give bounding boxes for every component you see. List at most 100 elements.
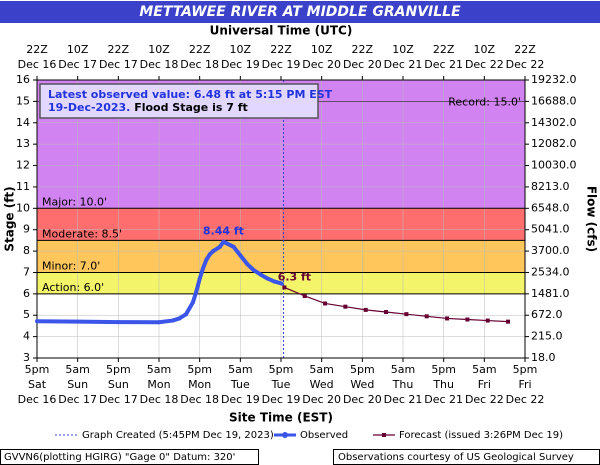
legend-label: Forecast (issued 3:26PM Dec 19) <box>399 430 563 441</box>
point <box>282 285 287 290</box>
y2-tick-label: 8213.0 <box>531 180 570 193</box>
x2-tick-label: 10Z <box>311 43 333 56</box>
point <box>231 244 236 249</box>
x-tick-label: Dec 19 <box>221 393 260 406</box>
x-tick-label: Sat <box>28 378 47 391</box>
x-tick-label: Dec 17 <box>99 393 138 406</box>
x2-tick-label: Dec 20 <box>302 58 341 71</box>
x-tick-label: 5pm <box>187 363 212 376</box>
x2-tick-label: 10Z <box>474 43 496 56</box>
info-line: Latest observed value: 6.48 ft at 5:15 P… <box>48 88 333 101</box>
x-tick-label: 5pm <box>513 363 538 376</box>
y2-tick-label: 10030.0 <box>531 159 577 172</box>
x2-tick-label: Dec 21 <box>424 58 463 71</box>
point <box>170 318 175 323</box>
x2-tick-label: 22Z <box>433 43 455 56</box>
point <box>190 300 195 305</box>
x-tick-label: 5am <box>65 363 89 376</box>
x2-tick-label: 10Z <box>230 43 252 56</box>
point <box>204 257 209 262</box>
y2-tick-label: 215.0 <box>531 330 563 343</box>
flood-label: Action: 6.0' <box>42 281 104 294</box>
y2-tick-label: 14302.0 <box>531 116 577 129</box>
point <box>211 249 216 254</box>
legend-marker <box>382 433 386 437</box>
legend-label: Graph Created (5:45PM Dec 19, 2023) <box>82 430 274 441</box>
y2-tick-label: 672.0 <box>531 308 563 321</box>
x2-tick-label: 10Z <box>148 43 170 56</box>
x2-tick-label: Dec 20 <box>343 58 382 71</box>
y-axis-title: Stage (ft) <box>3 186 17 251</box>
point <box>465 317 470 322</box>
x-tick-label: Wed <box>310 378 334 391</box>
y-tick-label: 4 <box>23 330 30 343</box>
point <box>218 244 222 249</box>
y2-tick-label: 16688.0 <box>531 94 577 107</box>
y-tick-label: 7 <box>23 265 30 278</box>
title-bar <box>0 1 600 23</box>
info-flood-stage: Flood Stage is 7 ft <box>134 101 248 114</box>
x2-tick-label: 22Z <box>352 43 374 56</box>
y-tick-label: 10 <box>16 201 30 214</box>
point <box>272 279 277 284</box>
x-tick-label: Wed <box>350 378 374 391</box>
legend-marker <box>282 432 288 438</box>
x-tick-label: Dec 22 <box>465 393 504 406</box>
x-tick-label: 5am <box>147 363 171 376</box>
y-tick-label: 11 <box>16 180 30 193</box>
x2-tick-label: 22Z <box>514 43 536 56</box>
footer-text: Observations courtesy of US Geological S… <box>338 452 574 463</box>
point <box>157 320 161 325</box>
info-line: 19-Dec-2023. Flood Stage is 7 ft <box>48 101 248 114</box>
point <box>445 316 450 321</box>
x-tick-label: Dec 17 <box>58 393 97 406</box>
x-tick-label: Dec 18 <box>180 393 219 406</box>
record-label: Record: 15.0' <box>448 95 521 108</box>
value-label: 6.3 ft <box>278 270 311 283</box>
point <box>265 276 270 281</box>
top-axis-title: Universal Time (UTC) <box>210 24 353 38</box>
x-tick-label: 5pm <box>25 363 50 376</box>
x-tick-label: 5pm <box>350 363 375 376</box>
flood-label: Moderate: 8.5' <box>42 227 122 240</box>
x-tick-label: Dec 18 <box>140 393 179 406</box>
footer-text: GVVN6(plotting HGIRG) "Gage 0" Datum: 32… <box>4 452 235 463</box>
x2-tick-label: 10Z <box>392 43 414 56</box>
value-label: 8.44 ft <box>203 225 244 238</box>
x-tick-label: Dec 21 <box>424 393 463 406</box>
x2-tick-label: Dec 22 <box>506 58 545 71</box>
y-tick-label: 8 <box>23 244 30 257</box>
point <box>363 307 368 312</box>
chart-title: METTAWEE RIVER AT MIDDLE GRANVILLE <box>139 4 461 20</box>
x-tick-label: Dec 21 <box>384 393 423 406</box>
y-tick-label: 6 <box>23 287 30 300</box>
x2-tick-label: Dec 18 <box>140 58 179 71</box>
x2-tick-label: 22Z <box>270 43 292 56</box>
x2-tick-label: Dec 16 <box>18 58 57 71</box>
point <box>184 312 189 317</box>
plot-frame <box>36 79 526 359</box>
point <box>75 319 80 324</box>
point <box>404 312 409 317</box>
x-tick-label: 5pm <box>431 363 456 376</box>
legend-label: Observed <box>300 430 348 441</box>
x2-tick-label: 22Z <box>108 43 130 56</box>
y2-tick-label: 19232.0 <box>531 73 577 86</box>
y2-tick-label: 1481.0 <box>531 287 570 300</box>
point <box>258 272 263 277</box>
point <box>302 293 307 298</box>
x-tick-label: 5am <box>472 363 496 376</box>
x-tick-label: Dec 22 <box>506 393 545 406</box>
info-date: 19-Dec-2023. <box>48 101 130 114</box>
x-tick-label: Mon <box>188 378 211 391</box>
y-tick-label: 13 <box>16 137 30 150</box>
x2-tick-label: Dec 19 <box>221 58 260 71</box>
x-tick-label: Fri <box>518 378 531 391</box>
point <box>506 319 511 324</box>
x2-tick-label: 22Z <box>189 43 211 56</box>
x2-tick-label: Dec 18 <box>180 58 219 71</box>
y2-axis-title: Flow (cfs) <box>585 186 599 252</box>
x-tick-label: Dec 20 <box>343 393 382 406</box>
x2-tick-label: Dec 21 <box>384 58 423 71</box>
